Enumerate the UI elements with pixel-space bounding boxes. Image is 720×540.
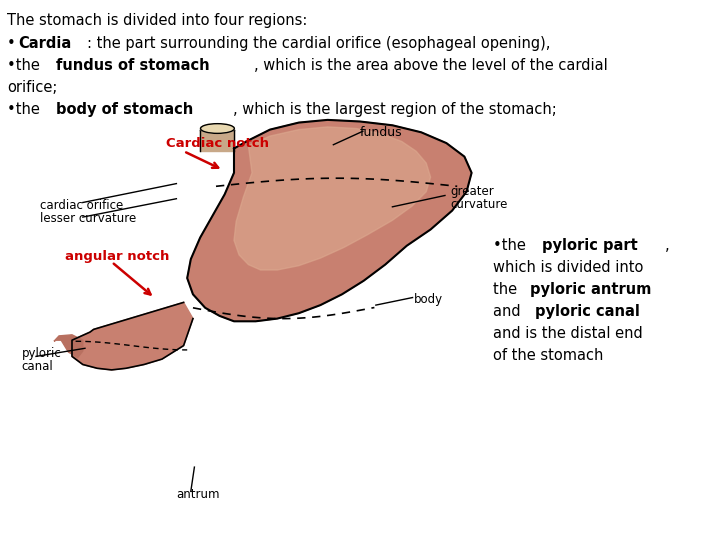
Text: , which is the area above the level of the cardial: , which is the area above the level of t… (254, 58, 608, 73)
Text: The stomach is divided into four regions:: The stomach is divided into four regions… (7, 14, 307, 29)
Text: canal: canal (22, 360, 53, 373)
Polygon shape (234, 127, 431, 270)
Polygon shape (54, 335, 83, 357)
Text: and is the distal end: and is the distal end (493, 326, 643, 341)
Text: fundus of stomach: fundus of stomach (55, 58, 210, 73)
Text: Cardiac notch: Cardiac notch (166, 137, 269, 150)
Text: angular notch: angular notch (65, 250, 169, 263)
Text: •the: •the (493, 238, 531, 253)
Text: Cardia: Cardia (19, 36, 72, 51)
Text: body of stomach: body of stomach (55, 102, 193, 117)
Text: •the: •the (7, 102, 45, 117)
Text: , which is the largest region of the stomach;: , which is the largest region of the sto… (233, 102, 557, 117)
Text: antrum: antrum (176, 488, 220, 501)
Text: : the part surrounding the cardial orifice (esophageal opening),: : the part surrounding the cardial orifi… (87, 36, 551, 51)
Text: fundus: fundus (360, 126, 402, 139)
Text: which is divided into: which is divided into (493, 260, 644, 275)
Text: pyloric canal: pyloric canal (535, 304, 639, 319)
Ellipse shape (200, 124, 235, 133)
Text: curvature: curvature (450, 198, 508, 211)
Text: •: • (7, 36, 16, 51)
Text: body: body (414, 293, 443, 306)
Text: pyloric antrum: pyloric antrum (531, 282, 652, 297)
Text: pyloric: pyloric (22, 347, 61, 360)
Text: orifice;: orifice; (7, 80, 58, 95)
Text: ,: , (665, 238, 670, 253)
Polygon shape (187, 120, 472, 321)
Polygon shape (200, 130, 234, 151)
Text: greater: greater (450, 185, 494, 198)
Polygon shape (72, 302, 193, 370)
Text: cardiac orifice: cardiac orifice (40, 199, 123, 212)
Text: •the: •the (7, 58, 45, 73)
Text: lesser curvature: lesser curvature (40, 212, 136, 225)
Text: of the stomach: of the stomach (493, 348, 603, 363)
Text: and: and (493, 304, 526, 319)
Text: pyloric part: pyloric part (541, 238, 637, 253)
Text: the: the (493, 282, 522, 297)
